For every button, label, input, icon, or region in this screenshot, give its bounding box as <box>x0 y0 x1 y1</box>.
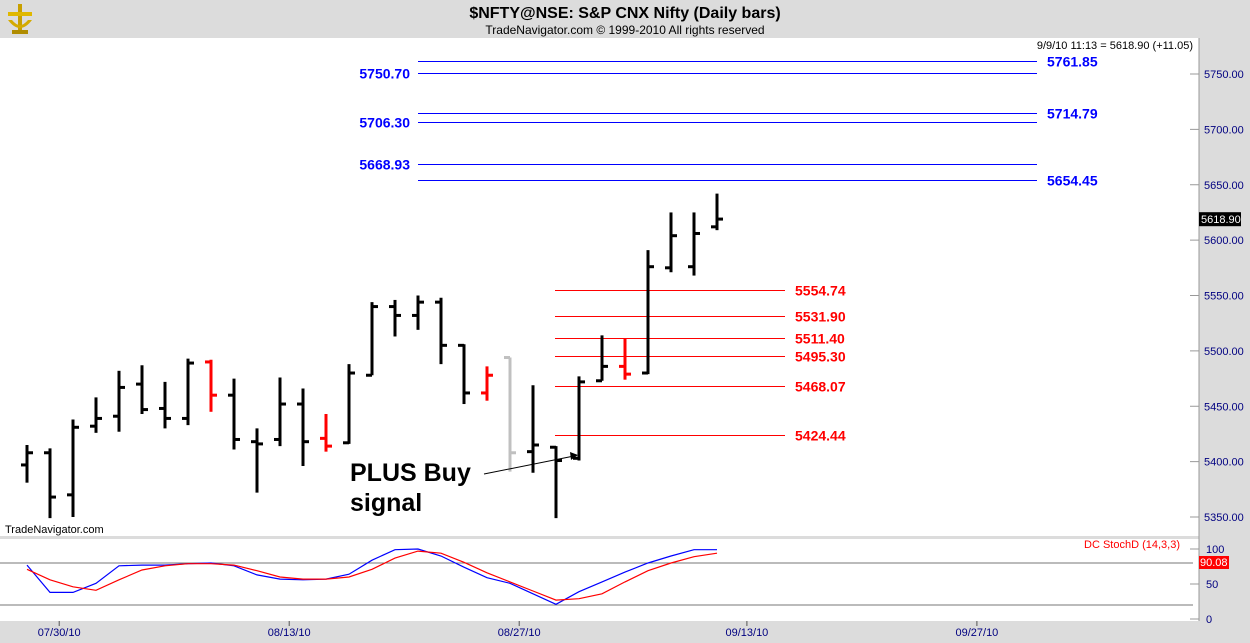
x-tick-label: 08/13/10 <box>268 627 311 639</box>
chart-title: $NFTY@NSE: S&P CNX Nifty (Daily bars) <box>469 5 781 22</box>
stoch-value-label: 90.08 <box>1200 557 1228 569</box>
ohlc-bar <box>320 414 332 452</box>
stoch-value-box <box>1199 556 1229 569</box>
y-tick-label: 5650.00 <box>1204 180 1244 192</box>
price-axis-area <box>1199 38 1250 621</box>
support-label: 5495.30 <box>795 349 846 365</box>
y-tick-label: 5600.00 <box>1204 235 1244 247</box>
ind-y-tick-label: 100 <box>1206 544 1224 556</box>
quote-readout: 9/9/10 11:13 = 5618.90 (+11.05) <box>1037 40 1193 52</box>
ohlc-bar <box>665 212 677 273</box>
ohlc-bar <box>159 381 171 429</box>
y-tick-label: 5750.00 <box>1204 69 1244 81</box>
y-tick-label: 5450.00 <box>1204 401 1244 413</box>
ohlc-bar <box>274 377 286 447</box>
ohlc-bar <box>527 385 539 473</box>
ohlc-bar <box>297 388 309 467</box>
chart-header: $NFTY@NSE: S&P CNX Nifty (Daily bars) Tr… <box>0 0 1250 38</box>
x-tick-label: 08/27/10 <box>498 627 541 639</box>
ohlc-bar <box>113 370 125 432</box>
indicator-panel <box>0 539 1199 621</box>
ohlc-bar <box>458 343 470 405</box>
ohlc-bar <box>412 295 424 330</box>
ohlc-bar <box>90 397 102 433</box>
support-label: 5554.74 <box>795 283 846 299</box>
x-tick-label: 09/27/10 <box>955 627 998 639</box>
resistance-label: 5654.45 <box>1047 173 1098 189</box>
last-price-label: 5618.90 <box>1201 214 1241 226</box>
watermark: TradeNavigator.com <box>5 524 104 536</box>
support-label: 5511.40 <box>795 331 845 347</box>
resistance-label: 5706.30 <box>359 115 410 131</box>
ohlc-bar <box>366 302 378 377</box>
y-tick-label: 5700.00 <box>1204 124 1244 136</box>
annotation-line-1: PLUS Buy <box>350 459 471 487</box>
x-tick-label: 07/30/10 <box>38 627 81 639</box>
resistance-label: 5761.85 <box>1047 54 1098 70</box>
stoch-k-line <box>26 548 717 605</box>
resistance-label: 5668.93 <box>359 157 410 173</box>
annotation-line-2: signal <box>350 489 422 517</box>
ohlc-bar <box>619 338 631 380</box>
last-price-box <box>1199 212 1241 227</box>
ind-y-tick-label: 0 <box>1206 614 1212 626</box>
ohlc-bar <box>435 297 447 365</box>
ohlc-bar <box>550 445 562 519</box>
copyright: TradeNavigator.com © 1999-2010 All right… <box>485 23 765 37</box>
y-tick-label: 5400.00 <box>1204 457 1244 469</box>
support-label: 5468.07 <box>795 379 846 395</box>
ohlc-bar <box>504 356 516 472</box>
ohlc-bar <box>596 335 608 383</box>
ohlc-bar <box>711 193 723 231</box>
ind-y-tick-label: 50 <box>1206 579 1218 591</box>
ohlc-bar <box>67 419 79 517</box>
ohlc-bar <box>251 428 263 493</box>
buy-signal-annotation: PLUS Buy signal <box>350 452 578 517</box>
resistance-label: 5714.79 <box>1047 106 1098 122</box>
ohlc-bar <box>573 376 585 461</box>
ohlc-bar <box>642 250 654 375</box>
y-tick-label: 5350.00 <box>1204 512 1244 524</box>
ohlc-bar <box>205 359 217 412</box>
indicator-label: DC StochD (14,3,3) <box>1084 539 1180 551</box>
arrow-head-icon <box>570 452 578 460</box>
ohlc-bar <box>44 448 56 519</box>
ohlc-bar <box>343 364 355 445</box>
resistance-label: 5750.70 <box>359 66 410 82</box>
annotation-arrow <box>483 455 575 475</box>
ohlc-bar <box>481 366 493 401</box>
ohlc-bar <box>228 378 240 450</box>
y-tick-label: 5550.00 <box>1204 291 1244 303</box>
stoch-d-line <box>26 550 718 601</box>
ohlc-bar <box>182 358 194 426</box>
price-panel <box>0 38 1199 536</box>
ohlc-bar <box>389 299 401 337</box>
x-tick-label: 09/13/10 <box>725 627 768 639</box>
ohlc-bar <box>688 212 700 276</box>
trade-navigator-logo-icon <box>8 4 32 34</box>
support-label: 5424.44 <box>795 428 846 444</box>
ohlc-bar <box>136 365 148 415</box>
support-label: 5531.90 <box>795 309 846 325</box>
ohlc-bar <box>21 445 33 483</box>
y-tick-label: 5500.00 <box>1204 346 1244 358</box>
